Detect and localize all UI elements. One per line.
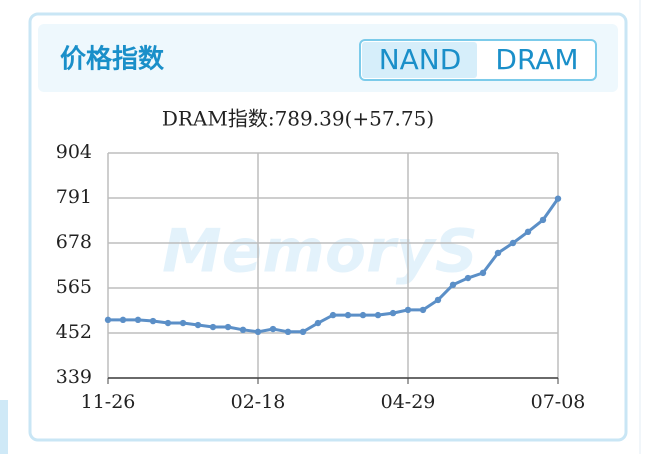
point: [449, 281, 457, 289]
point: [104, 316, 112, 324]
tab-label[interactable]: NAND: [379, 43, 462, 76]
y-tick-label: 339: [56, 366, 92, 388]
point: [179, 319, 187, 327]
point: [269, 325, 277, 333]
y-tick-label: 904: [56, 141, 92, 163]
tab[interactable]: [479, 42, 594, 78]
point: [434, 296, 442, 304]
point: [479, 269, 487, 277]
y-tick-label: 565: [56, 276, 92, 298]
watermark: MemoryS: [162, 217, 478, 287]
point: [299, 328, 307, 336]
point: [554, 195, 562, 202]
point: [509, 239, 517, 247]
point: [404, 306, 412, 314]
point: [374, 311, 382, 319]
point: [464, 274, 472, 282]
tab[interactable]: [362, 42, 477, 78]
point: [389, 309, 397, 317]
x-tick-label: 02-18: [231, 391, 286, 413]
x-tick-label: 07-08: [531, 391, 586, 413]
point: [209, 323, 217, 331]
point: [344, 311, 352, 319]
chart-title: DRAM指数:789.39(+57.75): [162, 107, 434, 131]
point: [539, 216, 547, 224]
point: [164, 319, 172, 327]
point: [254, 328, 262, 336]
header-title: 价格指数: [60, 44, 165, 75]
point: [524, 228, 532, 236]
y-tick-label: 791: [56, 186, 92, 208]
y-tick-label: 678: [56, 231, 92, 253]
point: [134, 316, 142, 324]
side-strip: [0, 400, 8, 454]
point: [194, 321, 202, 329]
x-tick-label: 11-26: [81, 391, 136, 413]
point: [149, 317, 157, 325]
tab-label[interactable]: DRAM: [495, 43, 578, 76]
point: [494, 249, 502, 257]
point: [239, 326, 247, 334]
y-tick-label: 452: [56, 321, 92, 343]
x-tick-label: 04-29: [381, 391, 436, 413]
point: [224, 323, 232, 331]
point: [329, 311, 337, 319]
point: [119, 316, 127, 324]
point: [314, 319, 322, 327]
point: [284, 328, 292, 336]
point: [419, 306, 427, 314]
point: [359, 311, 367, 319]
